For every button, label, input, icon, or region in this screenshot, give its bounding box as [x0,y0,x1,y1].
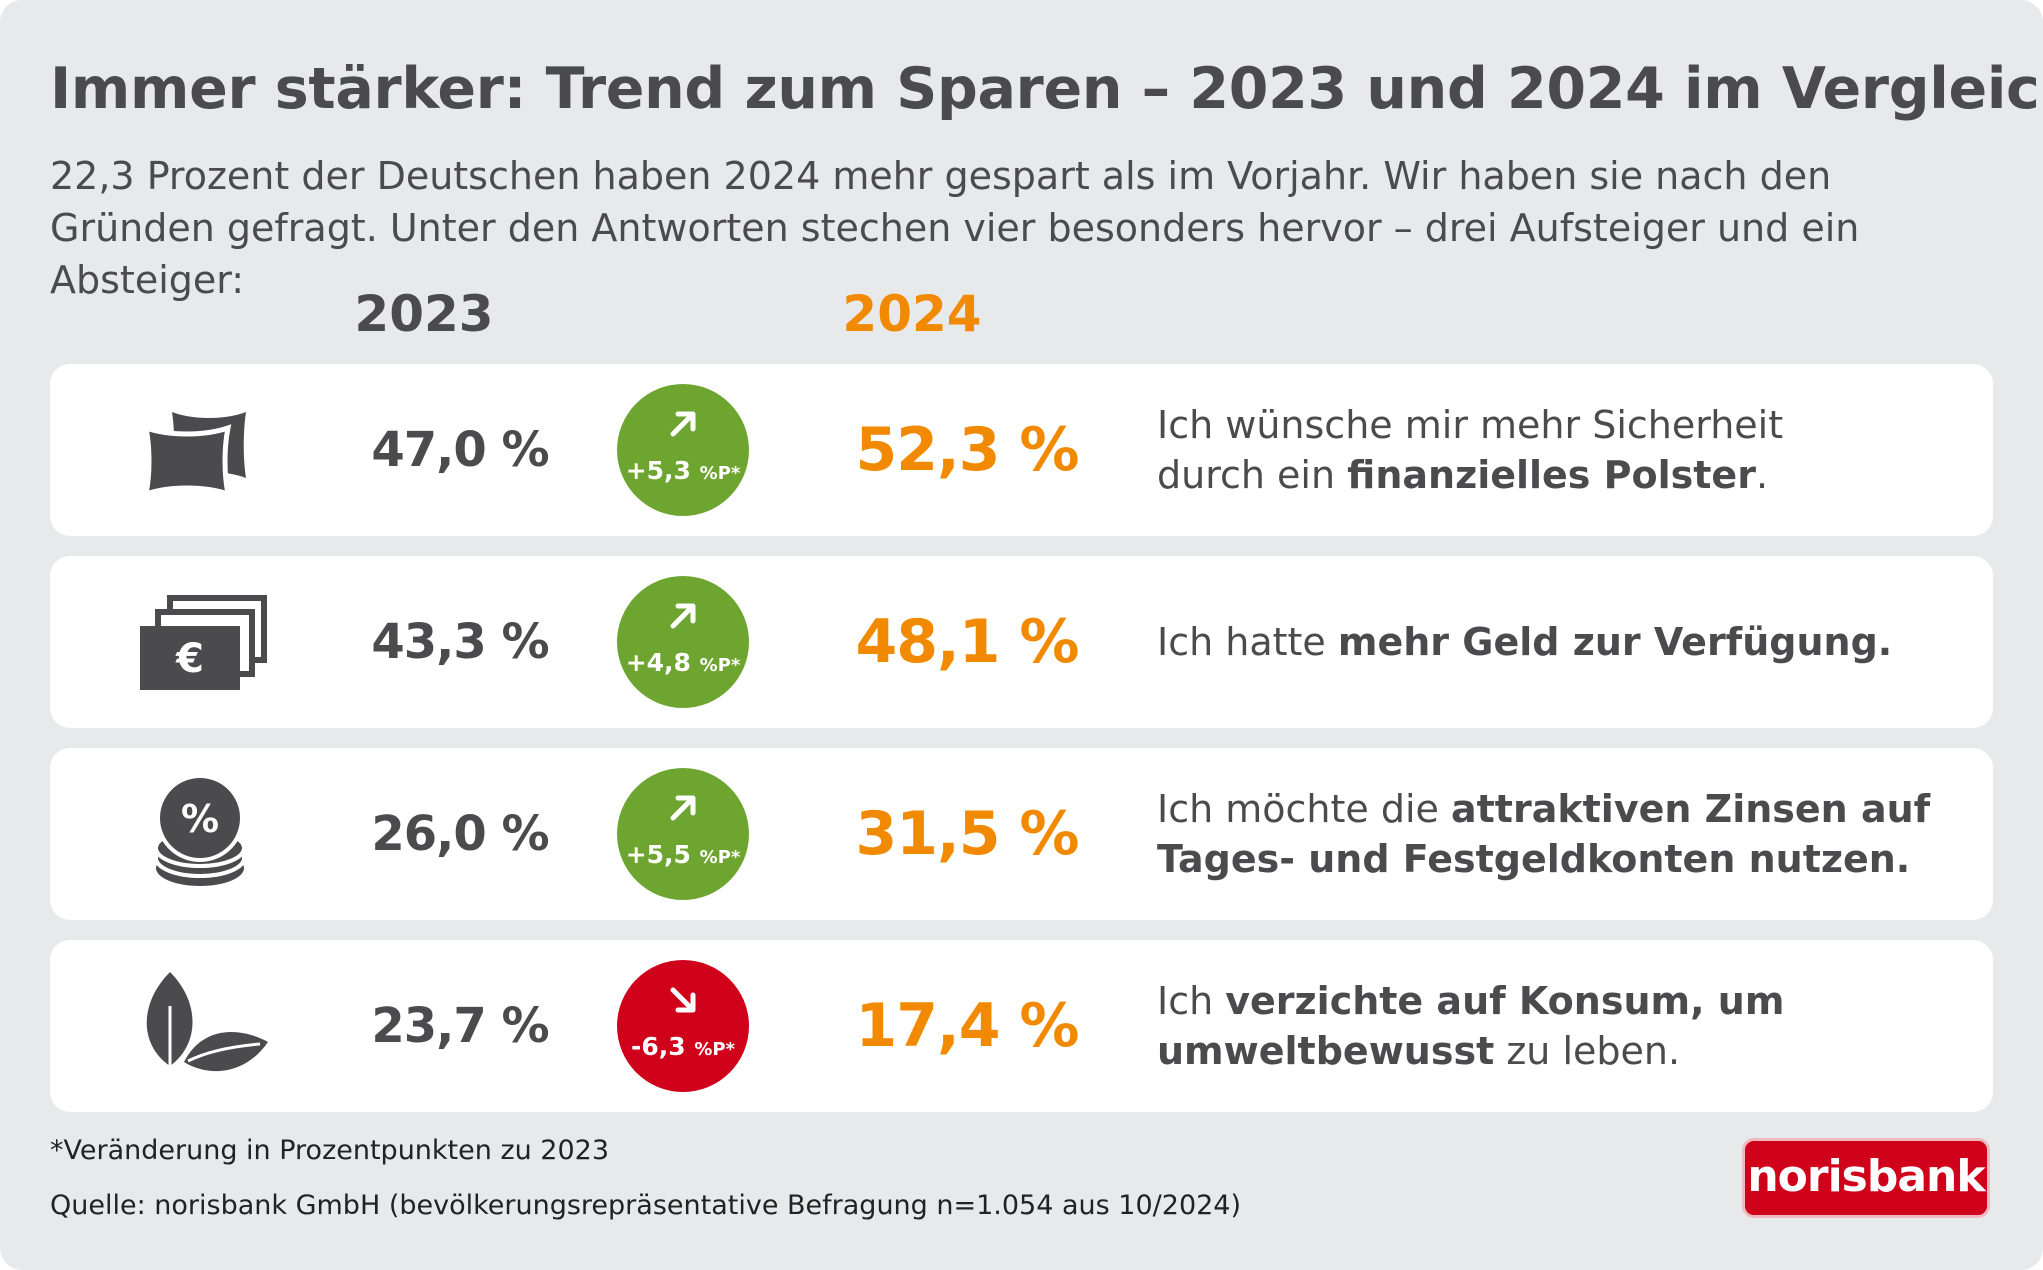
reason-line: Ich hatte mehr Geld zur Verfügung. [1157,620,1893,664]
change-badge: +5,5 %P* [617,768,749,900]
table-row: 23,7 % -6,3 %P* 17,4 % Ich verzichte auf… [50,940,1993,1112]
change-value: +5,5 %P* [625,840,741,869]
change-badge: -6,3 %P* [617,960,749,1092]
svg-text:%: % [181,797,219,841]
arrow-down-right-icon [665,982,701,1018]
table-row: % 26,0 % +5,5 %P* 31,5 % Ich möchte die … [50,748,1993,920]
value-2023: 43,3 % [371,614,549,670]
column-header-2024: 2024 [842,285,982,343]
change-badge: +4,8 %P* [617,576,749,708]
reason-text: Ich verzichte auf Konsum, um umweltbewus… [1157,940,1957,1112]
column-header-2023: 2023 [354,285,494,343]
euro-banknotes-icon: € [130,582,270,702]
value-2024: 17,4 % [855,991,1079,1061]
arrow-up-right-icon [665,406,701,442]
svg-text:€: € [175,636,204,682]
table-row: 47,0 % +5,3 %P* 52,3 % Ich wünsche mir m… [50,364,1993,536]
reason-text: Ich hatte mehr Geld zur Verfügung. [1157,556,1957,728]
reason-line: Ich möchte die attraktiven Zinsen auf [1157,787,1931,831]
change-value: +5,3 %P* [625,456,741,485]
table-row: € 43,3 % +4,8 %P* 48,1 % Ich hatte mehr … [50,556,1993,728]
reason-line: durch ein finanzielles Polster. [1157,453,1769,497]
page-title: Immer stärker: Trend zum Sparen – 2023 u… [50,56,2043,122]
reason-line: Ich verzichte auf Konsum, um [1157,979,1785,1023]
change-badge: +5,3 %P* [617,384,749,516]
reason-line: Tages- und Festgeldkonten nutzen. [1157,837,1911,881]
reason-text: Ich wünsche mir mehr Sicherheit durch ei… [1157,364,1957,536]
value-2023: 47,0 % [371,422,549,478]
leaves-icon [130,966,270,1086]
reason-text: Ich möchte die attraktiven Zinsen auf Ta… [1157,748,1957,920]
percent-coins-icon: % [130,774,270,894]
reason-line: umweltbewusst zu leben. [1157,1029,1681,1073]
value-2024: 31,5 % [855,799,1079,869]
norisbank-logo: norisbank [1742,1138,1990,1218]
subtitle: 22,3 Prozent der Deutschen haben 2024 me… [50,154,1860,302]
value-2023: 23,7 % [371,998,549,1054]
reason-line: Ich wünsche mir mehr Sicherheit [1157,403,1784,447]
arrow-up-right-icon [665,790,701,826]
source-note: Quelle: norisbank GmbH (bevölkerungsrepr… [50,1190,1242,1221]
change-value: +4,8 %P* [625,648,741,677]
pillow-icon [130,390,270,510]
arrow-up-right-icon [665,598,701,634]
value-2024: 48,1 % [855,607,1079,677]
value-2024: 52,3 % [855,415,1079,485]
change-value: -6,3 %P* [630,1032,736,1061]
value-2023: 26,0 % [371,806,549,862]
footnote: *Veränderung in Prozentpunkten zu 2023 [50,1135,610,1166]
